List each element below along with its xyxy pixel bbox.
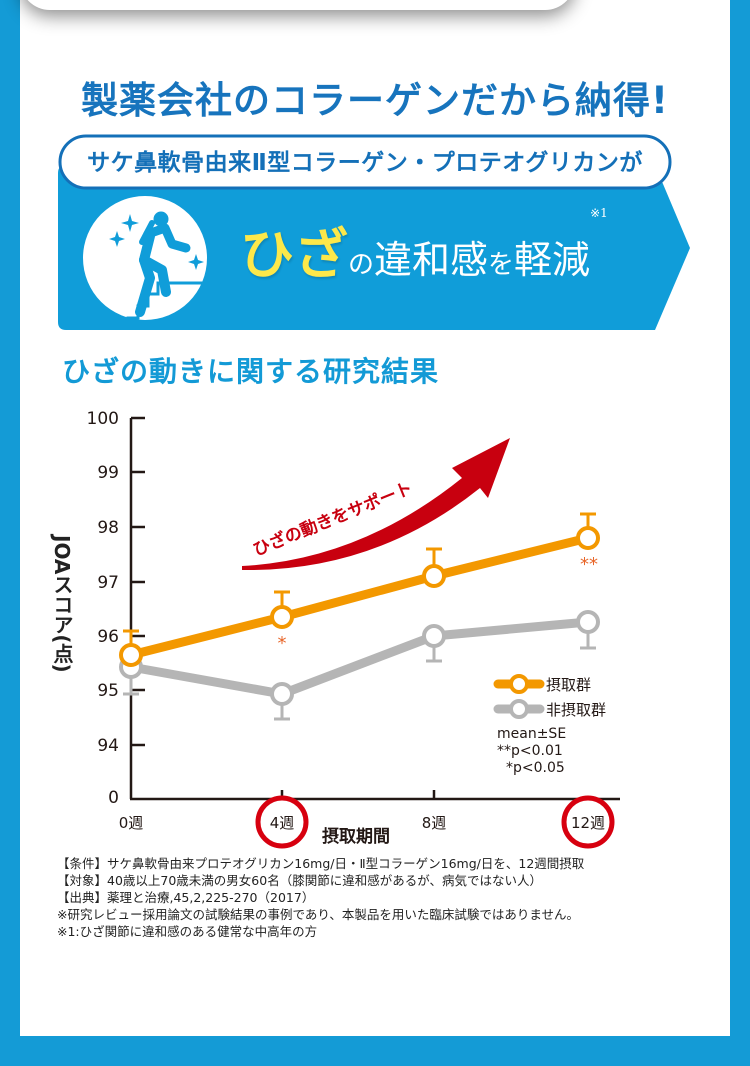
- trend-arrow: ひざの動きをサポート: [242, 438, 510, 571]
- section-title: ひざの動きに関する研究結果: [62, 355, 440, 388]
- legend-non-intake: 非摂取群: [546, 701, 606, 719]
- y-axis-label: JOAスコア(点): [50, 535, 74, 673]
- legend-p001: **p<0.01: [497, 743, 563, 759]
- x-tick-labels: 0週 4週 8週 12週: [119, 814, 605, 832]
- svg-text:97: 97: [97, 573, 119, 593]
- svg-text:94: 94: [97, 736, 119, 756]
- note-disclaimer: ※研究レビュー採用論文の試験結果の事例であり、本製品を用いた臨床試験ではありませ…: [57, 907, 579, 922]
- person-climbing-stairs-icon: [83, 196, 207, 326]
- x-axis-label: 摂取期間: [322, 826, 390, 847]
- svg-text:12週: 12週: [571, 814, 605, 832]
- joa-score-chart: 100 99 98 97 96 95 94 0 ひざの動きをサポート 0週 4週…: [87, 409, 620, 849]
- claim-highlight: ひざ: [240, 223, 348, 286]
- trend-annotation: ひざの動きをサポート: [250, 477, 415, 560]
- chart-legend: 摂取群 非摂取群 mean±SE **p<0.01 *p<0.05: [493, 674, 606, 776]
- top-card-shadow: [20, 0, 575, 10]
- svg-text:96: 96: [97, 627, 119, 647]
- claim-particle-2: を: [488, 250, 515, 280]
- svg-text:0週: 0週: [119, 814, 144, 832]
- svg-text:100: 100: [87, 409, 119, 429]
- legend-p005: *p<0.05: [506, 760, 565, 776]
- svg-text:0: 0: [108, 788, 119, 808]
- svg-text:99: 99: [97, 463, 119, 483]
- note-subjects: 【対象】40歳以上70歳未満の男女60名（膝関節に違和感があるが、病気ではない人…: [57, 873, 542, 888]
- note-source: 【出典】薬理と治療,45,2,225-270（2017）: [57, 890, 315, 905]
- significance-4w: *: [278, 633, 287, 654]
- note-footnote-1: ※1:ひざ関節に違和感のある健常な中高年の方: [57, 924, 318, 939]
- banner-pill-text: サケ鼻軟骨由来Ⅱ型コラーゲン・プロテオグリカンが: [87, 150, 643, 176]
- claim-banner: [58, 134, 690, 330]
- y-tick-labels: 100 99 98 97 96 95 94 0: [87, 409, 119, 808]
- claim-particle: の: [348, 250, 375, 280]
- headline: 製薬会社のコラーゲンだから納得!: [81, 79, 669, 122]
- claim-text-1: 違和感: [374, 238, 489, 282]
- legend-intake: 摂取群: [546, 676, 591, 694]
- study-notes: 【条件】サケ鼻軟骨由来プロテオグリカン16mg/日・Ⅱ型コラーゲン16mg/日を…: [57, 855, 727, 940]
- svg-text:8週: 8週: [422, 814, 447, 832]
- svg-text:98: 98: [97, 518, 119, 538]
- series-intake: [119, 512, 600, 667]
- banner-main-claim: ひざの違和感を軽減 ※1: [240, 206, 608, 289]
- legend-mean-se: mean±SE: [497, 726, 566, 742]
- significance-12w: **: [580, 554, 598, 575]
- svg-text:95: 95: [97, 681, 119, 701]
- highlight-circle-12w: [561, 795, 615, 849]
- chart-axes: [129, 416, 620, 801]
- note-conditions: 【条件】サケ鼻軟骨由来プロテオグリカン16mg/日・Ⅱ型コラーゲン16mg/日を…: [57, 856, 585, 871]
- claim-text-2: 軽減: [514, 238, 591, 282]
- highlight-circle-4w: [255, 795, 309, 849]
- svg-text:4週: 4週: [270, 814, 295, 832]
- claim-footnote-mark: ※1: [590, 206, 608, 220]
